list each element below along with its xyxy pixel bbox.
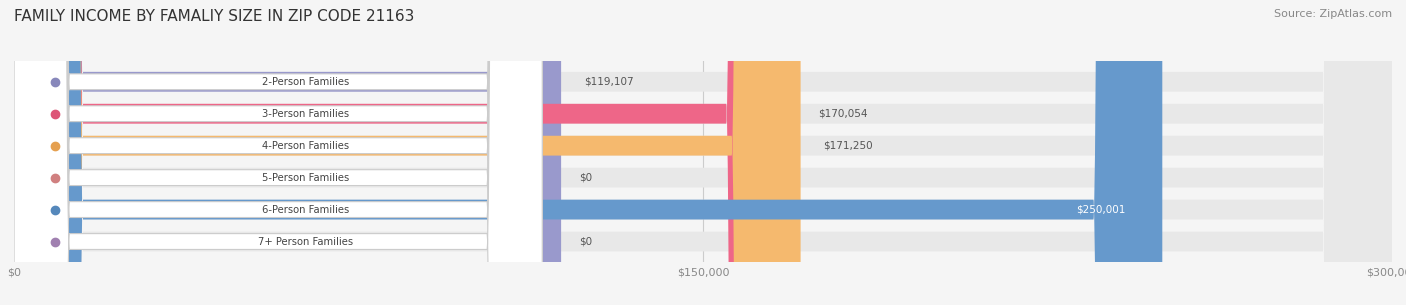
Text: $250,001: $250,001 (1076, 205, 1126, 215)
FancyBboxPatch shape (14, 0, 543, 305)
FancyBboxPatch shape (14, 0, 543, 305)
FancyBboxPatch shape (14, 0, 800, 305)
FancyBboxPatch shape (14, 0, 796, 305)
FancyBboxPatch shape (14, 0, 1392, 305)
FancyBboxPatch shape (14, 0, 1392, 305)
Text: 3-Person Families: 3-Person Families (262, 109, 349, 119)
FancyBboxPatch shape (14, 0, 561, 305)
Text: Source: ZipAtlas.com: Source: ZipAtlas.com (1274, 9, 1392, 19)
Text: 4-Person Families: 4-Person Families (262, 141, 349, 151)
Text: $171,250: $171,250 (824, 141, 873, 151)
Text: 6-Person Families: 6-Person Families (262, 205, 349, 215)
FancyBboxPatch shape (14, 0, 543, 305)
Text: $119,107: $119,107 (583, 77, 634, 87)
FancyBboxPatch shape (14, 0, 543, 305)
Text: 2-Person Families: 2-Person Families (262, 77, 349, 87)
Text: $0: $0 (579, 173, 592, 183)
Text: 7+ Person Families: 7+ Person Families (259, 237, 353, 246)
Text: $170,054: $170,054 (818, 109, 868, 119)
FancyBboxPatch shape (14, 0, 1163, 305)
Text: $0: $0 (579, 237, 592, 246)
FancyBboxPatch shape (14, 0, 1392, 305)
FancyBboxPatch shape (14, 0, 543, 305)
Text: FAMILY INCOME BY FAMALIY SIZE IN ZIP CODE 21163: FAMILY INCOME BY FAMALIY SIZE IN ZIP COD… (14, 9, 415, 24)
FancyBboxPatch shape (14, 0, 1392, 305)
Text: 5-Person Families: 5-Person Families (262, 173, 349, 183)
FancyBboxPatch shape (14, 0, 1392, 305)
FancyBboxPatch shape (14, 0, 1392, 305)
FancyBboxPatch shape (14, 0, 543, 305)
